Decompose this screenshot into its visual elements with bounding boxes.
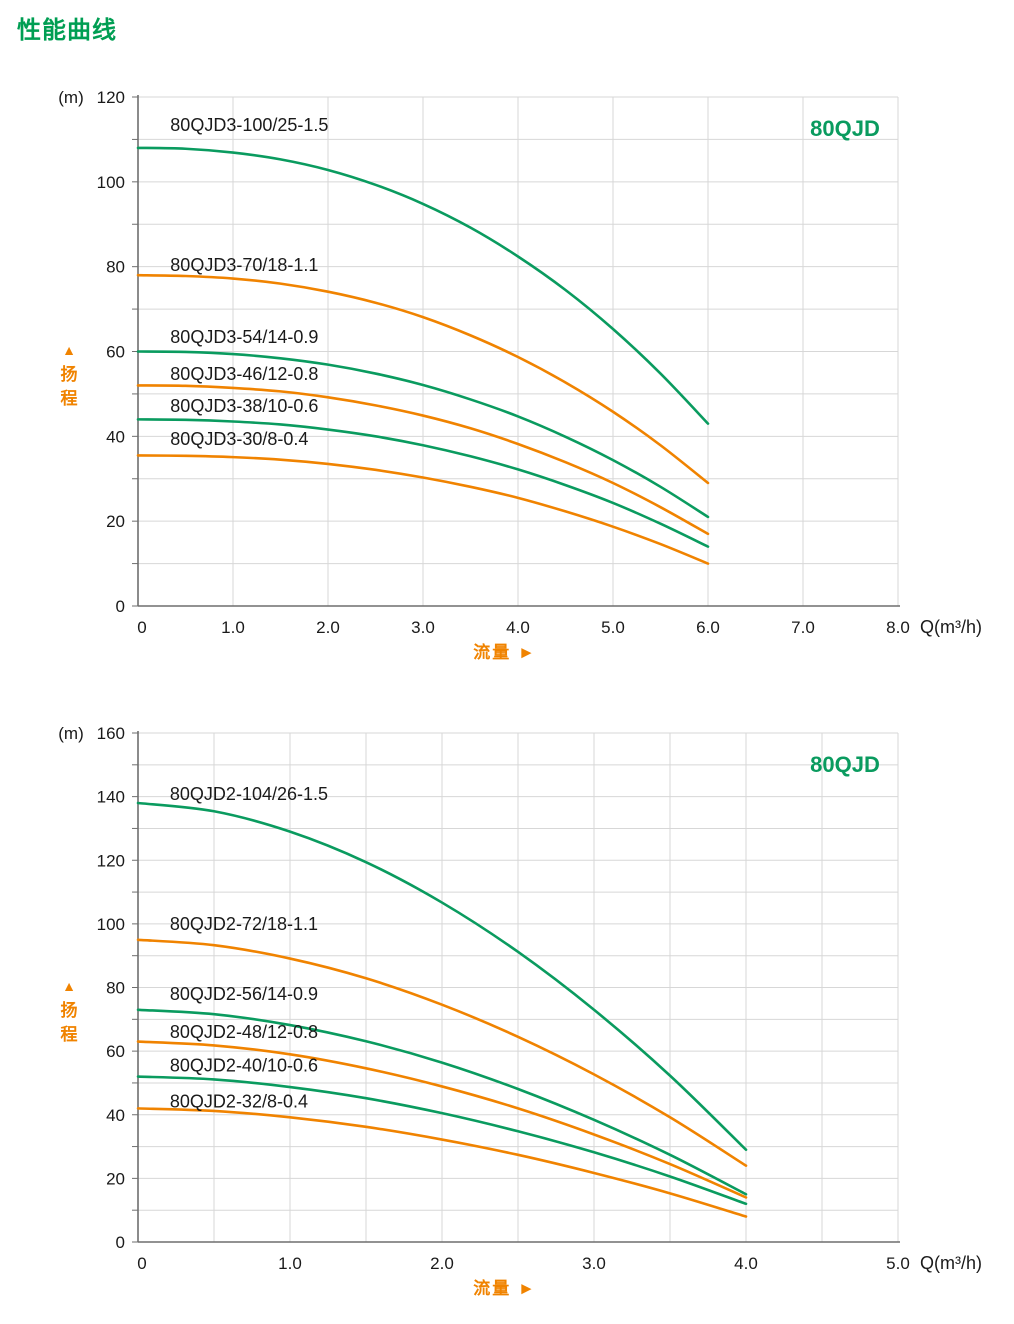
performance-chart-80qjd2: 0 20 40 60 80 100 120 140 160 0 1.0 2.0 3.0 4.0 5.0 (m)… [58, 724, 982, 1298]
x-tick-label: 3.0 [411, 618, 435, 637]
curve-label: 80QJD2-72/18-1.1 [170, 914, 318, 934]
curve-label: 80QJD2-56/14-0.9 [170, 984, 318, 1004]
curve-label: 80QJD3-54/14-0.9 [170, 327, 318, 347]
x-tick-label: 2.0 [316, 618, 340, 637]
page-title: 性能曲线 [17, 17, 117, 44]
curve-80QJD3-30/8-0.4 [136, 454, 710, 565]
curve-label: 80QJD3-46/12-0.8 [170, 364, 318, 384]
x-unit-label: Q(m³/h) [920, 1253, 982, 1273]
curve-label: 80QJD2-40/10-0.6 [170, 1055, 318, 1075]
x-tick-label: 4.0 [734, 1254, 758, 1273]
x-unit-label: Q(m³/h) [920, 617, 982, 637]
y-tick-label: 100 [97, 173, 125, 192]
y-tick-label: 60 [106, 1042, 125, 1061]
y-axis-title: 扬 [61, 364, 78, 384]
x-tick-label: 5.0 [886, 1254, 910, 1273]
y-tick-label: 20 [106, 512, 125, 531]
y-tick-label: 20 [106, 1169, 125, 1188]
curve-80QJD2-56/14-0.9 [136, 1008, 748, 1196]
y-tick-label: 160 [97, 724, 125, 743]
curve-80QJD3-54/14-0.9 [136, 350, 710, 519]
y-tick-label: 40 [106, 1106, 125, 1125]
y-tick-label: 60 [106, 343, 125, 362]
x-tick-label: 8.0 [886, 618, 910, 637]
curve-80QJD3-38/10-0.6 [136, 418, 710, 548]
curve-label: 80QJD3-100/25-1.5 [170, 115, 328, 135]
curve-80QJD3-46/12-0.8 [136, 384, 710, 536]
y-tick-label: 120 [97, 88, 125, 107]
curve-80QJD2-32/8-0.4 [136, 1107, 748, 1218]
y-axis-up-arrow-icon: ▲ [62, 342, 76, 358]
x-tick-label: 7.0 [791, 618, 815, 637]
y-tick-label: 0 [116, 597, 125, 616]
y-tick-label: 80 [106, 979, 125, 998]
x-tick-label: 1.0 [221, 618, 245, 637]
x-tick-label: 0 [137, 618, 146, 637]
y-axis-title: 程 [61, 389, 78, 408]
y-tick-label: 0 [116, 1233, 125, 1252]
x-tick-label: 5.0 [601, 618, 625, 637]
y-axis-title: 扬 [61, 1000, 78, 1020]
x-tick-label: 6.0 [696, 618, 720, 637]
curve-label: 80QJD3-38/10-0.6 [170, 396, 318, 416]
x-axis-title: 流量 ► [473, 642, 537, 662]
curve-label: 80QJD3-30/8-0.4 [170, 429, 308, 449]
chart-title: 80QJD [810, 752, 880, 777]
curve-label: 80QJD2-48/12-0.8 [170, 1022, 318, 1042]
y-tick-label: 100 [97, 915, 125, 934]
curve-label: 80QJD2-32/8-0.4 [170, 1091, 308, 1111]
curve-80QJD3-70/18-1.1 [136, 273, 710, 485]
curve-label: 80QJD3-70/18-1.1 [170, 255, 318, 275]
x-tick-label: 4.0 [506, 618, 530, 637]
y-tick-label: 80 [106, 258, 125, 277]
y-axis-up-arrow-icon: ▲ [62, 978, 76, 994]
curve-80QJD2-72/18-1.1 [136, 938, 748, 1167]
x-tick-label: 1.0 [278, 1254, 302, 1273]
x-tick-label: 2.0 [430, 1254, 454, 1273]
x-tick-label: 0 [137, 1254, 146, 1273]
curve-80QJD2-40/10-0.6 [136, 1075, 748, 1206]
y-tick-label: 140 [97, 788, 125, 807]
x-tick-label: 3.0 [582, 1254, 606, 1273]
y-axis-title: 程 [61, 1025, 78, 1044]
curve-label: 80QJD2-104/26-1.5 [170, 784, 328, 804]
curve-80QJD3-100/25-1.5 [136, 146, 710, 425]
performance-chart-80qjd3: 0 20 40 60 80 100 120 0 1.0 2.0 3.0 4.0 5.0 6.0 7.0 8.0… [58, 88, 982, 662]
y-tick-label: 40 [106, 427, 125, 446]
y-unit-label: (m) [58, 724, 83, 743]
y-unit-label: (m) [58, 88, 83, 107]
y-tick-label: 120 [97, 851, 125, 870]
chart-title: 80QJD [810, 116, 880, 141]
x-axis-title: 流量 ► [473, 1278, 537, 1298]
curve-80QJD2-104/26-1.5 [136, 801, 748, 1152]
curve-80QJD2-48/12-0.8 [136, 1040, 748, 1199]
